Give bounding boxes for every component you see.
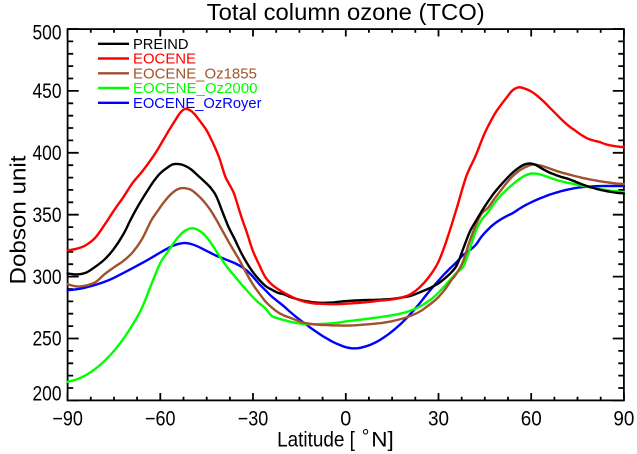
svg-text:250: 250 — [33, 328, 62, 351]
svg-text:°: ° — [362, 426, 370, 447]
svg-text:400: 400 — [33, 142, 62, 165]
svg-text:EOCENE_OzRoyer: EOCENE_OzRoyer — [133, 96, 262, 112]
svg-text:450: 450 — [33, 80, 62, 103]
svg-text:0: 0 — [340, 407, 351, 430]
svg-text:EOCENE: EOCENE — [133, 52, 196, 68]
svg-text:Latitude [: Latitude [ — [277, 428, 355, 451]
svg-text:200: 200 — [33, 383, 62, 406]
svg-text:EOCENE_Oz2000: EOCENE_Oz2000 — [133, 81, 258, 97]
svg-text:500: 500 — [33, 22, 62, 45]
svg-text:Dobson unit: Dobson unit — [6, 156, 31, 285]
svg-text:60: 60 — [521, 407, 542, 430]
svg-text:Total column ozone (TCO): Total column ozone (TCO) — [207, 0, 485, 25]
svg-text:−60: −60 — [145, 407, 176, 430]
svg-text:N]: N] — [371, 428, 394, 451]
svg-text:300: 300 — [33, 266, 62, 289]
svg-text:90: 90 — [613, 407, 634, 430]
svg-text:30: 30 — [428, 407, 449, 430]
svg-text:−90: −90 — [52, 407, 83, 430]
svg-text:EOCENE_Oz1855: EOCENE_Oz1855 — [133, 67, 257, 83]
svg-text:−30: −30 — [238, 407, 269, 430]
svg-text:350: 350 — [33, 204, 62, 227]
svg-text:PREIND: PREIND — [133, 37, 189, 53]
